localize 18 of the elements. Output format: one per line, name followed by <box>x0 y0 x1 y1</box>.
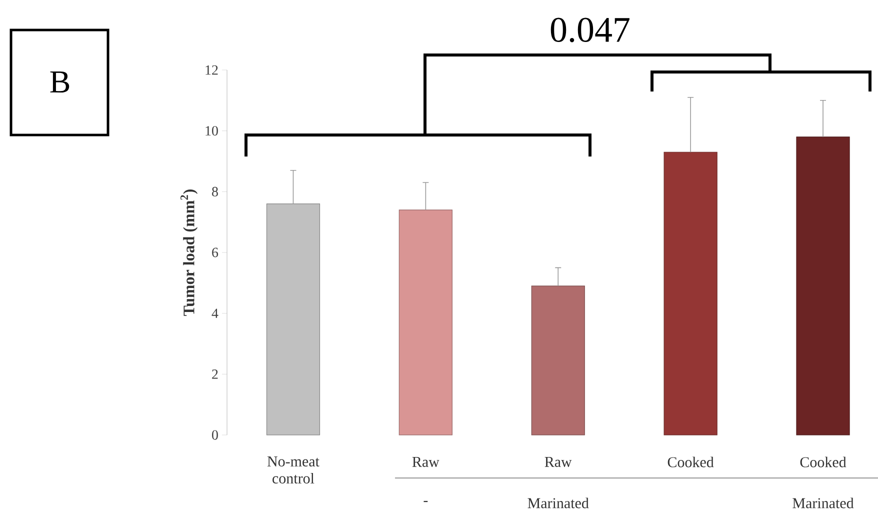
text: B <box>50 71 70 93</box>
y-tick-label: 6 <box>212 248 218 258</box>
y-tick-label: 8 <box>212 186 218 196</box>
x-tick-label: Raw <box>412 457 440 467</box>
text: Marinated <box>792 498 854 508</box>
y-tick-label: 2 <box>212 370 218 379</box>
x-tick-label: Cooked <box>668 456 714 468</box>
y-tick-label: 4 <box>212 308 218 318</box>
x-tick-label: No-meat control <box>267 456 320 484</box>
x-tick-label: Cooked <box>800 456 846 468</box>
y-tick-label: 10 <box>206 126 218 136</box>
y-axis-title: Tumor load (mm$^{2}$) <box>180 190 198 316</box>
text: - <box>424 500 428 502</box>
y-tick-label: 0 <box>212 430 218 440</box>
text: Marinated <box>528 498 589 508</box>
text: 0.047 <box>550 18 630 42</box>
x-tick-label: Raw <box>544 457 572 467</box>
y-tick-label: 12 <box>206 65 218 75</box>
